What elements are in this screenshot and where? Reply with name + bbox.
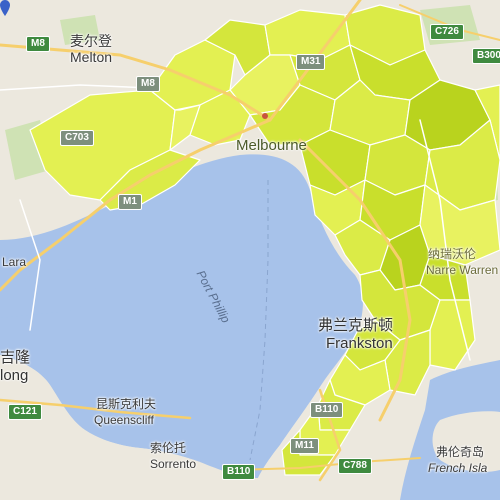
french-island — [432, 411, 500, 472]
location-pin-icon[interactable] — [0, 0, 10, 16]
port-phillip-bay — [0, 154, 363, 478]
place-label-french-island: French Isla — [428, 461, 488, 475]
place-label-narre-warren: Narre Warren — [426, 263, 499, 277]
place-label-geelong-cn: 吉隆 — [0, 349, 31, 366]
road-shield-c703: C703 — [60, 130, 94, 146]
road-shield-m8: M8 — [26, 36, 50, 52]
city-center-marker — [262, 113, 268, 119]
place-label-frankston-cn: 弗兰克斯顿 — [318, 317, 394, 334]
road-shield-c788: C788 — [338, 458, 372, 474]
road-shield-m31: M31 — [296, 54, 326, 70]
place-label-lara: Lara — [2, 255, 27, 269]
place-label-queenscliff-cn: 昆斯克利夫 — [96, 397, 157, 411]
place-label-melton: Melton — [70, 49, 113, 65]
place-label-frankston: Frankston — [326, 335, 393, 352]
place-label-geelong: long — [0, 367, 29, 384]
choropleth-layer — [29, 4, 500, 476]
place-label-sorrento: Sorrento — [150, 457, 197, 471]
road-shield-c121: C121 — [8, 404, 42, 420]
road-shield-m11: M11 — [290, 438, 319, 454]
road-shield-m8-east: M8 — [136, 76, 160, 92]
road-shield-b300: B300 — [472, 48, 500, 64]
road-shield-b110-south: B110 — [222, 464, 256, 480]
road-shield-b110: B110 — [310, 402, 344, 418]
corio-bay — [0, 269, 96, 318]
road-shield-m1: M1 — [118, 194, 142, 210]
bellarine-peninsula — [0, 355, 200, 500]
road-shield-c726: C726 — [430, 24, 464, 40]
place-label-french-island-cn: 弗伦奇岛 — [436, 445, 485, 459]
shipping-lane — [249, 180, 269, 461]
place-label-melton-cn: 麦尔登 — [70, 33, 112, 49]
park-area — [60, 15, 100, 45]
place-label-sorrento-cn: 索伦托 — [150, 441, 187, 455]
place-label-narre-warren-cn: 纳瑞沃伦 — [428, 247, 477, 261]
place-label-queenscliff: Queenscliff — [94, 413, 154, 427]
place-label-melbourne: Melbourne — [236, 137, 307, 154]
